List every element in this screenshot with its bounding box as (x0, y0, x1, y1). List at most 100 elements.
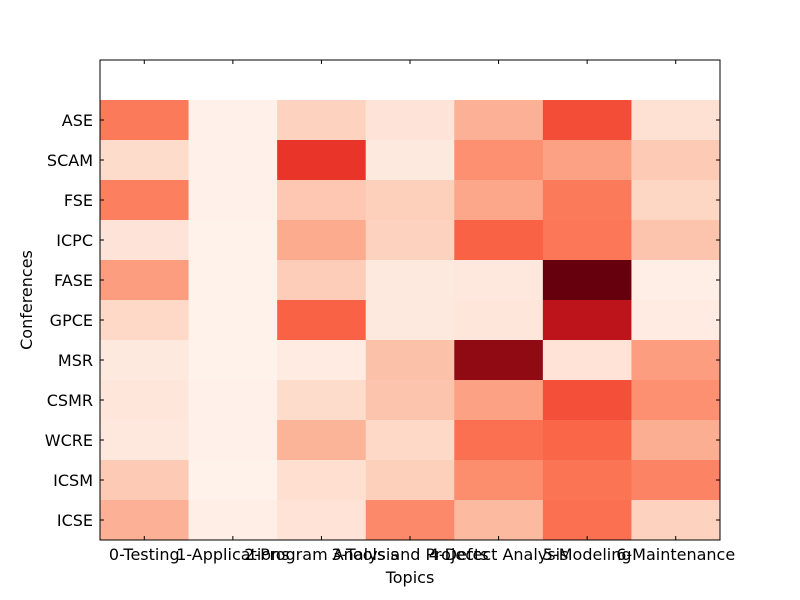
heatmap-cell (454, 420, 544, 461)
heatmap-cell (631, 420, 721, 461)
y-tick-label: CSMR (47, 391, 93, 410)
y-tick-label: ICSE (57, 511, 93, 530)
heatmap-cell (100, 460, 189, 501)
heatmap-cell (542, 220, 632, 261)
heatmap-cell (631, 140, 721, 181)
x-tick-label: 5-Modeling (543, 545, 632, 564)
heatmap-cell (277, 380, 367, 421)
heatmap-cell (277, 340, 367, 381)
heatmap-cell (631, 380, 721, 421)
heatmap-cell (454, 300, 544, 341)
heatmap-cell (100, 260, 189, 301)
heatmap-cell (542, 180, 632, 221)
heatmap-cell (542, 380, 632, 421)
heatmap-cell (100, 300, 189, 341)
heatmap-cell (277, 500, 367, 541)
heatmap-cell (365, 460, 455, 501)
x-tick-label: 2-Program Analysis (244, 545, 398, 564)
heatmap-cell (100, 180, 189, 221)
y-axis-title: Conferences (17, 250, 36, 350)
y-tick-label: FSE (64, 191, 93, 210)
heatmap-cell (454, 500, 544, 541)
plot-frame (99, 59, 721, 541)
heatmap-cell (454, 180, 544, 221)
heatmap-cell (542, 500, 632, 541)
heatmap-cell (277, 460, 367, 501)
heatmap-cell (542, 260, 632, 301)
heatmap-cell (188, 180, 278, 221)
heatmap-cell (188, 300, 278, 341)
heatmap-cell (454, 260, 544, 301)
x-tick-label: 6-Maintenance (616, 545, 735, 564)
heatmap-cell (277, 140, 367, 181)
heatmap-cell (365, 380, 455, 421)
heatmap-cell (188, 260, 278, 301)
heatmap-cell (454, 100, 544, 141)
heatmap-cell (277, 260, 367, 301)
heatmap-cell (100, 220, 189, 261)
y-tick-labels: ASE SCAM FSE ICPC FASE GPCE MSR CSMR WCRE ICSM ICS… (45, 111, 93, 530)
heatmap-cell (631, 500, 721, 541)
y-tick-label: SCAM (47, 151, 93, 170)
heatmap-cell (365, 420, 455, 461)
heatmap-cell (631, 220, 721, 261)
heatmap-cell (542, 140, 632, 181)
x-axis-title: Topics (385, 568, 435, 587)
heatmap-cell (542, 100, 632, 141)
heatmap-cell (188, 220, 278, 261)
y-tick-label: MSR (58, 351, 93, 370)
heatmap-cell (100, 420, 189, 461)
heatmap-cell (542, 340, 632, 381)
heatmap-cell (631, 340, 721, 381)
heatmap-cell (542, 460, 632, 501)
heatmap-cell (365, 180, 455, 221)
heatmap-cell (365, 300, 455, 341)
y-tick-label: ICPC (56, 231, 93, 250)
heatmap-cell (542, 420, 632, 461)
x-tick-label: 1-Applications (176, 545, 289, 564)
heatmap-cell (277, 420, 367, 461)
heatmap-cell (365, 140, 455, 181)
heatmap-cell (188, 420, 278, 461)
heatmap-cells (100, 100, 721, 541)
y-tick-label: ASE (62, 111, 93, 130)
heatmap-cell (188, 500, 278, 541)
x-tick-label: 4-Defect Analysis (429, 545, 569, 564)
heatmap-cell (631, 180, 721, 221)
y-tick-label: FASE (54, 271, 93, 290)
heatmap-cell (188, 100, 278, 141)
heatmap-cell (454, 340, 544, 381)
y-tick-label: GPCE (50, 311, 93, 330)
x-tick-label: 0-Testing (109, 545, 180, 564)
heatmap-cell (454, 140, 544, 181)
heatmap-cell (365, 340, 455, 381)
heatmap-cell (100, 500, 189, 541)
heatmap-cell (365, 500, 455, 541)
y-tick-label: ICSM (53, 471, 93, 490)
heatmap-cell (277, 220, 367, 261)
heatmap-cell (631, 300, 721, 341)
x-tick-label: 3-Tools and Projects (331, 545, 488, 564)
heatmap-cell (365, 220, 455, 261)
heatmap-cell (365, 260, 455, 301)
heatmap-cell (100, 380, 189, 421)
heatmap-cell (454, 460, 544, 501)
heatmap-cell (277, 300, 367, 341)
heatmap-cell (188, 380, 278, 421)
heatmap-cell (454, 380, 544, 421)
heatmap-cell (100, 140, 189, 181)
heatmap-cell (277, 100, 367, 141)
heatmap-cell (277, 180, 367, 221)
heatmap-cell (542, 300, 632, 341)
heatmap-cell (100, 100, 189, 141)
heatmap-cell (631, 460, 721, 501)
heatmap-cell (188, 340, 278, 381)
heatmap-cell (631, 100, 721, 141)
y-tick-label: WCRE (45, 431, 93, 450)
heatmap-cell (100, 340, 189, 381)
heatmap-cell (188, 140, 278, 181)
axis-ticks (100, 60, 720, 540)
heatmap-cell (631, 260, 721, 301)
